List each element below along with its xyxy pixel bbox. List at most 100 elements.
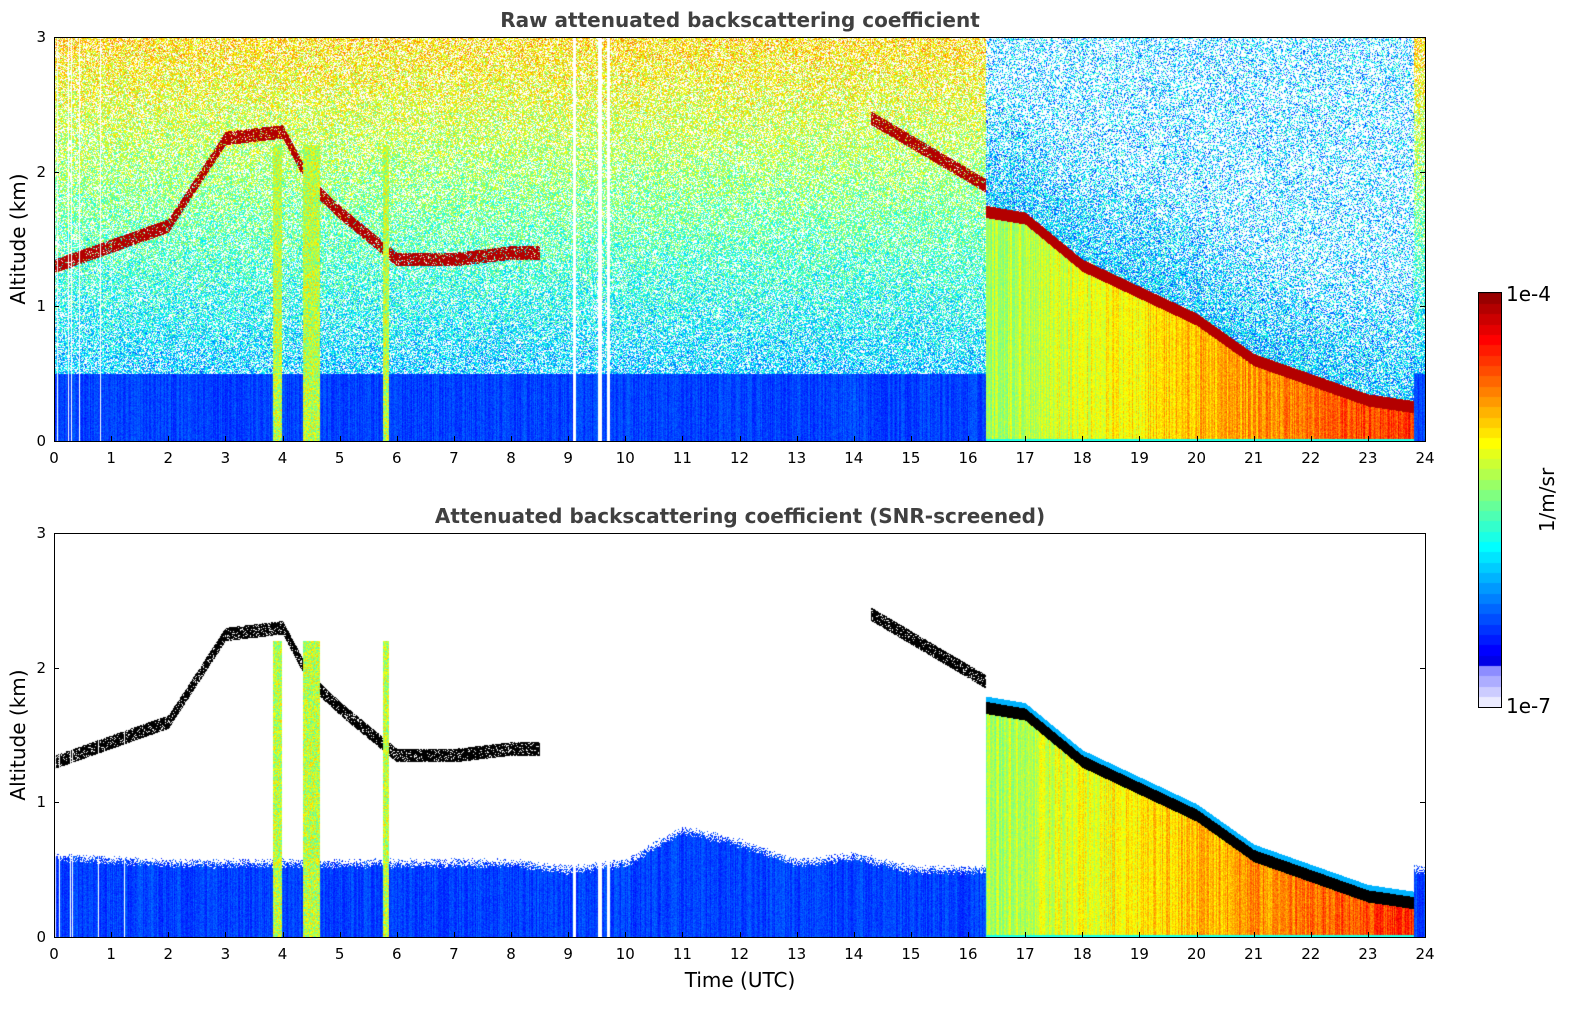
panel-2-x-tick-label: 21 bbox=[1244, 945, 1264, 963]
panel-1-x-tick-label: 12 bbox=[729, 449, 750, 467]
panel-2-x-tick-mark bbox=[739, 932, 741, 937]
panel-1-x-tick-label: 8 bbox=[506, 449, 516, 467]
panel-1-x-tick-mark bbox=[1253, 436, 1255, 441]
panel-2-x-tick-label: 16 bbox=[958, 945, 978, 963]
panel-2-x-tick-mark bbox=[111, 932, 113, 937]
panel-1-x-tick-mark bbox=[111, 436, 113, 441]
panel-2-x-tick-mark bbox=[225, 932, 227, 937]
panel-1-x-tick-label: 9 bbox=[563, 449, 573, 467]
panel-1-y-tick-label: 1 bbox=[36, 297, 46, 316]
panel-2-y-tick-label: 1 bbox=[36, 793, 46, 812]
panel-2-x-tick-mark bbox=[282, 932, 284, 937]
panel-2-y-tick-mark bbox=[1420, 667, 1425, 669]
panel-1-title: Raw attenuated backscattering coefficien… bbox=[500, 8, 980, 32]
panel-1-y-tick-mark bbox=[54, 441, 59, 442]
panel-1-x-tick-label: 14 bbox=[844, 449, 864, 467]
panel-1-x-tick-mark bbox=[910, 436, 912, 441]
panel-1-y-tick-mark bbox=[54, 306, 59, 308]
x-axis-label: Time (UTC) bbox=[684, 968, 796, 992]
panel-2-x-tick-mark bbox=[625, 932, 627, 937]
panel-2-x-tick-label: 18 bbox=[1072, 945, 1092, 963]
panel-1-x-tick-mark bbox=[453, 436, 455, 441]
panel-1-x-tick-label: 17 bbox=[1015, 449, 1035, 467]
panel-2-x-tick-mark bbox=[54, 932, 55, 937]
panel-2-x-tick-mark bbox=[796, 932, 798, 937]
panel-2-x-tick-mark bbox=[568, 932, 570, 937]
panel-1-x-tick-label: 6 bbox=[391, 449, 402, 467]
panel-2-y-tick-mark bbox=[54, 802, 59, 804]
panel-2-x-tick-label: 23 bbox=[1358, 945, 1378, 963]
panel-2-y-tick-mark bbox=[54, 937, 59, 938]
panel-1-y-tick-mark bbox=[54, 171, 59, 173]
panel-2-x-tick-mark bbox=[339, 932, 341, 937]
panel-2-y-tick-mark bbox=[1420, 802, 1425, 804]
panel-2-x-tick-label: 20 bbox=[1186, 945, 1207, 963]
panel-1-x-tick-label: 4 bbox=[277, 449, 288, 467]
panel-1-x-tick-label: 5 bbox=[334, 449, 345, 467]
panel-2-x-tick-mark bbox=[396, 932, 398, 937]
panel-2-x-tick-mark bbox=[1025, 932, 1027, 937]
panel-1-x-tick-label: 20 bbox=[1186, 449, 1207, 467]
panel-2-x-tick-label: 12 bbox=[729, 945, 750, 963]
panel-1-x-tick-label: 10 bbox=[615, 449, 635, 467]
panel-2-x-tick-label: 15 bbox=[901, 945, 921, 963]
panel-1-x-tick-mark bbox=[625, 436, 627, 441]
panel-2-x-tick-label: 5 bbox=[334, 945, 345, 963]
panel-1-x-tick-mark bbox=[682, 436, 684, 441]
panel-2-x-tick-label: 7 bbox=[449, 945, 459, 963]
panel-1-x-tick-label: 7 bbox=[449, 449, 459, 467]
panel-1-y-tick-label: 0 bbox=[36, 432, 46, 450]
panel-1-x-tick-mark bbox=[1025, 436, 1027, 441]
panel-1-x-tick-mark bbox=[1367, 436, 1369, 441]
panel-2-y-tick-mark bbox=[54, 667, 59, 669]
panel-2-y-axis-label: Altitude (km) bbox=[6, 669, 30, 801]
panel-2-x-tick-label: 9 bbox=[563, 945, 573, 963]
panel-2-x-tick-label: 4 bbox=[277, 945, 288, 963]
panel-2-title: Attenuated backscattering coefficient (S… bbox=[434, 504, 1046, 528]
panel-2-x-tick-label: 19 bbox=[1129, 945, 1149, 963]
panel-2-x-tick-mark bbox=[1367, 932, 1369, 937]
panel-2-x-tick-label: 6 bbox=[391, 945, 402, 963]
panel-2-x-tick-mark bbox=[453, 932, 455, 937]
panel-2-x-tick-label: 0 bbox=[49, 945, 59, 963]
panel-2-y-tick-mark bbox=[1420, 937, 1425, 938]
panel-1-x-tick-mark bbox=[968, 436, 969, 441]
panel-2-x-tick-mark bbox=[968, 932, 969, 937]
panel-2-x-tick-label: 10 bbox=[615, 945, 635, 963]
panel-1-y-tick-label: 2 bbox=[36, 162, 46, 181]
panel-1-heatmap bbox=[54, 37, 1425, 441]
panel-1-x-tick-mark bbox=[396, 436, 398, 441]
panel-2-y-tick-mark bbox=[54, 533, 59, 534]
panel-1-x-tick-mark bbox=[1139, 436, 1141, 441]
panel-1-x-tick-label: 19 bbox=[1129, 449, 1149, 467]
panel-2-x-tick-label: 24 bbox=[1415, 945, 1435, 963]
panel-1-x-tick-mark bbox=[796, 436, 798, 441]
panel-2-x-tick-label: 17 bbox=[1015, 945, 1035, 963]
panel-1-x-tick-label: 15 bbox=[901, 449, 921, 467]
panel-1-x-tick-mark bbox=[739, 436, 741, 441]
panel-1-x-tick-mark bbox=[1082, 436, 1084, 441]
colorbar-unit-label: 1/m/sr bbox=[1535, 467, 1559, 533]
panel-1-x-tick-mark bbox=[225, 436, 227, 441]
panel-1-y-tick-mark bbox=[1420, 37, 1425, 38]
panel-1-y-tick-mark bbox=[1420, 171, 1425, 173]
panel-1-x-tick-label: 2 bbox=[163, 449, 174, 467]
panel-1-x-tick-mark bbox=[54, 436, 55, 441]
panel-1-x-tick-mark bbox=[568, 436, 570, 441]
panel-2-x-tick-label: 8 bbox=[506, 945, 516, 963]
panel-1-x-tick-label: 18 bbox=[1072, 449, 1092, 467]
panel-1-x-tick-label: 11 bbox=[672, 449, 692, 467]
colorbar-max-label: 1e-4 bbox=[1506, 282, 1551, 306]
panel-1-y-tick-mark bbox=[54, 37, 59, 38]
panel-2-y-tick-label: 2 bbox=[36, 658, 46, 677]
panel-2-x-tick-mark bbox=[1139, 932, 1141, 937]
panel-1-x-tick-label: 16 bbox=[958, 449, 978, 467]
panel-2-y-tick-mark bbox=[1420, 533, 1425, 534]
panel-1-y-axis-label: Altitude (km) bbox=[6, 173, 30, 305]
panel-1-x-tick-mark bbox=[853, 436, 855, 441]
panel-1-x-tick-label: 13 bbox=[787, 449, 807, 467]
panel-1-x-tick-label: 24 bbox=[1415, 449, 1435, 467]
panel-1-x-tick-label: 22 bbox=[1301, 449, 1321, 467]
panel-2-x-tick-mark bbox=[1082, 932, 1084, 937]
